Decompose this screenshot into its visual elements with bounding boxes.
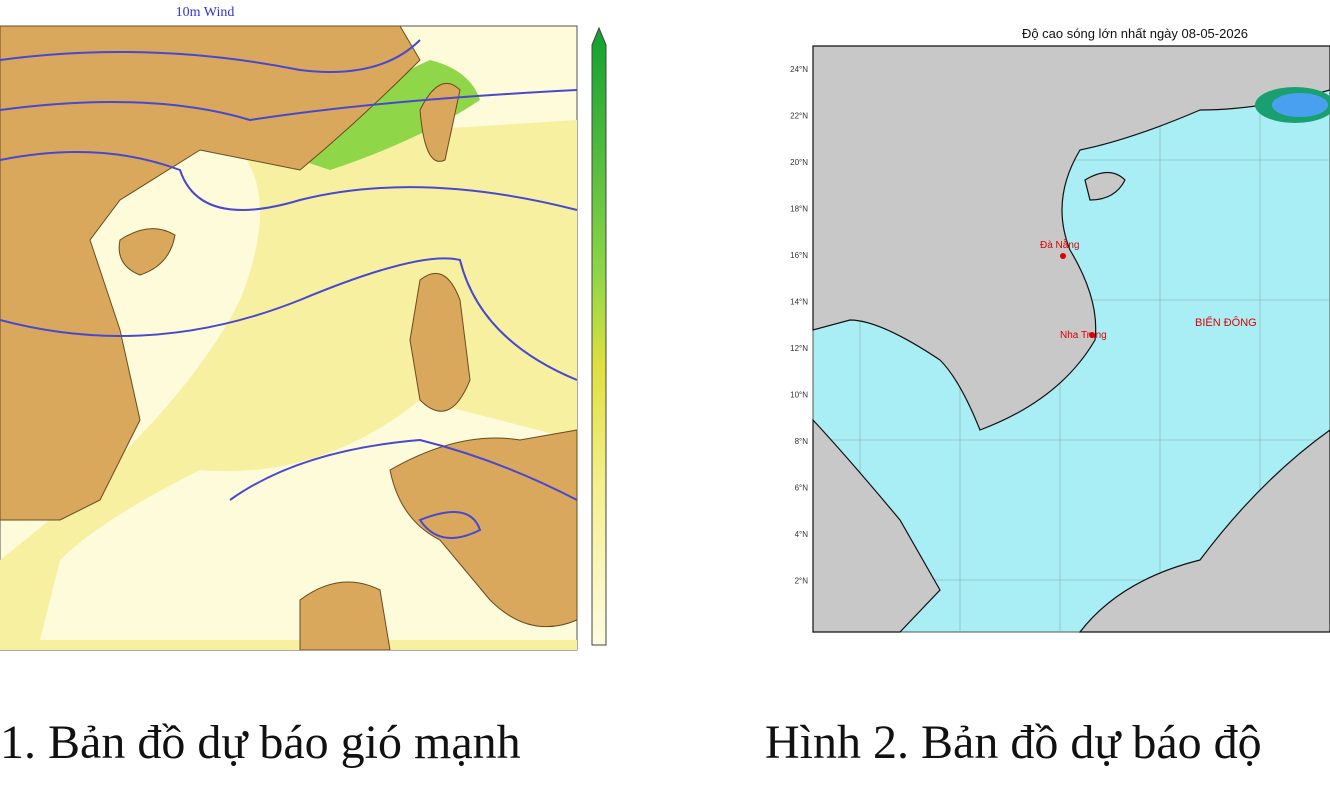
place-label: Nha Trang [1060,330,1107,341]
lat-label: 10°N [790,391,808,400]
lat-label: 2°N [795,577,809,586]
land [118,228,176,276]
land [812,45,1330,431]
map-title: Độ cao sóng lớn nhất ngày 08-05-2026 [1022,26,1248,41]
strong-wind-zone [300,60,480,170]
lat-label: 22°N [790,112,808,121]
lat-label: 20°N [790,158,808,167]
lat-label: 24°N [790,65,808,74]
land [299,272,578,651]
lat-label: 14°N [790,298,808,307]
colorbar [591,26,607,646]
place-label: Đà Nẵng [1040,238,1079,251]
land [419,82,461,162]
city-marker [1089,332,1095,338]
land [0,25,421,521]
map-title: 10m Wind [176,5,235,20]
lat-label: 8°N [795,437,809,446]
caption: Hình 2. Bản đồ dự báo độ [765,716,1262,769]
lat-label: 6°N [795,484,809,493]
land [812,171,1330,633]
sea-label: BIỂN ĐÔNG [1195,316,1257,329]
city-marker [1060,253,1066,259]
lat-label: 12°N [790,344,808,353]
caption: 1. Bản đồ dự báo gió mạnh [0,716,521,769]
lat-label: 4°N [795,530,809,539]
lat-label: 18°N [790,205,808,214]
wind-map: 10m Wind [0,5,578,651]
lat-label: 16°N [790,251,808,260]
wave-map: Độ cao sóng lớn nhất ngày 08-05-2026 Đà … [812,26,1330,633]
wind-zone [0,120,577,650]
wave-zone [1272,93,1328,117]
isobars [0,39,578,539]
